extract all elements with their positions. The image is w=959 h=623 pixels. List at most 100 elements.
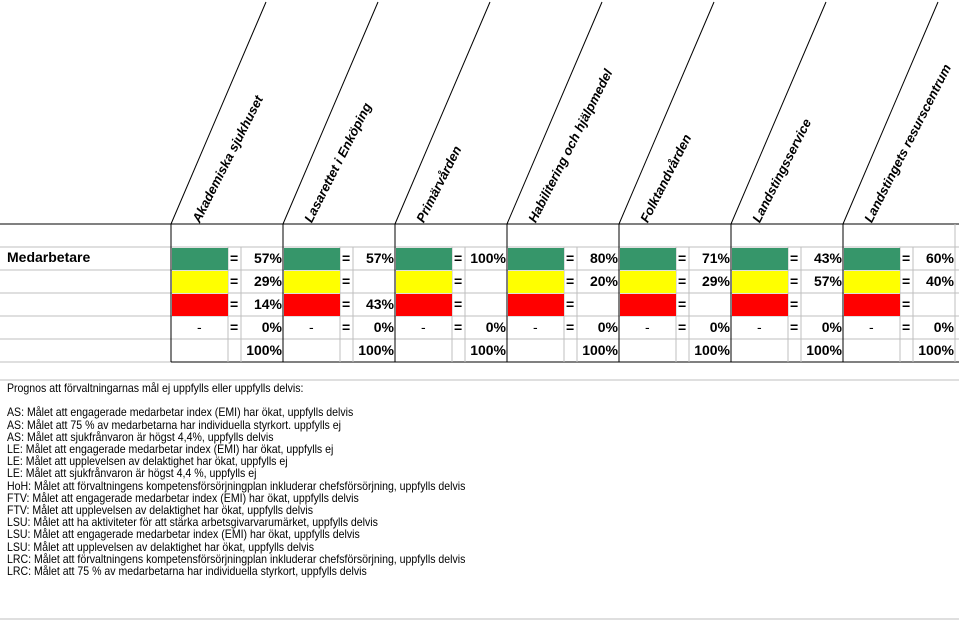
grid-line bbox=[730, 1, 827, 225]
equals-sign: = bbox=[454, 319, 463, 335]
total-value: 100% bbox=[582, 342, 618, 358]
percent-value-green: 57% bbox=[253, 250, 282, 266]
percent-value-green: 80% bbox=[589, 250, 618, 266]
status-cell-green bbox=[508, 248, 564, 270]
row-label-medarbetare: Medarbetare bbox=[7, 249, 91, 265]
status-cell-yellow bbox=[620, 271, 676, 293]
status-cell-red bbox=[620, 294, 676, 316]
percent-value-dash: 0% bbox=[597, 319, 618, 335]
note-line: FTV: Målet att upplevelsen av delaktighe… bbox=[7, 503, 314, 518]
grid-line bbox=[282, 1, 379, 225]
percent-value-yellow: 20% bbox=[589, 273, 618, 289]
equals-sign: = bbox=[678, 250, 687, 266]
equals-sign: = bbox=[790, 296, 799, 312]
note-line: AS: Målet att 75 % av medarbetarna har i… bbox=[7, 417, 341, 432]
equals-sign: = bbox=[902, 250, 911, 266]
status-cell-green bbox=[172, 248, 228, 270]
status-cell-yellow bbox=[732, 271, 788, 293]
equals-sign: = bbox=[902, 273, 911, 289]
note-line: LSU: Målet att ha aktiviteter för att st… bbox=[7, 515, 378, 530]
equals-sign: = bbox=[902, 319, 911, 335]
percent-value-yellow: 57% bbox=[813, 273, 842, 289]
note-line: FTV: Målet att engagerade medarbetar ind… bbox=[7, 490, 359, 505]
status-cell-yellow bbox=[396, 271, 452, 293]
equals-sign: = bbox=[566, 273, 575, 289]
equals-sign: = bbox=[790, 250, 799, 266]
equals-sign: = bbox=[342, 250, 351, 266]
percent-value-dash: 0% bbox=[821, 319, 842, 335]
equals-sign: = bbox=[342, 273, 351, 289]
note-line: HoH: Målet att förvaltningens kompetensf… bbox=[7, 478, 466, 493]
status-cell-red bbox=[732, 294, 788, 316]
status-cell-green bbox=[284, 248, 340, 270]
percent-value-dash: 0% bbox=[709, 319, 730, 335]
status-cell-yellow bbox=[284, 271, 340, 293]
status-cell-yellow bbox=[172, 271, 228, 293]
grid-line bbox=[506, 1, 603, 225]
status-cell-green bbox=[844, 248, 900, 270]
equals-sign: = bbox=[678, 319, 687, 335]
note-line: LSU: Målet att engagerade medarbetar ind… bbox=[7, 527, 360, 542]
percent-value-yellow: 40% bbox=[925, 273, 954, 289]
percent-value-green: 57% bbox=[365, 250, 394, 266]
status-cell-yellow bbox=[508, 271, 564, 293]
notes-block: Prognos att förvaltningarnas mål ej uppf… bbox=[7, 382, 528, 577]
equals-sign: = bbox=[790, 319, 799, 335]
total-value: 100% bbox=[806, 342, 842, 358]
equals-sign: = bbox=[454, 250, 463, 266]
equals-sign: = bbox=[790, 273, 799, 289]
equals-sign: = bbox=[230, 250, 239, 266]
equals-sign: = bbox=[454, 273, 463, 289]
grid-line bbox=[842, 1, 939, 225]
percent-value-yellow: 29% bbox=[701, 273, 730, 289]
dash-symbol: - bbox=[533, 319, 538, 335]
equals-sign: = bbox=[342, 296, 351, 312]
status-cell-red bbox=[508, 294, 564, 316]
dash-symbol: - bbox=[197, 319, 202, 335]
total-value: 100% bbox=[246, 342, 282, 358]
dash-symbol: - bbox=[421, 319, 426, 335]
equals-sign: = bbox=[678, 296, 687, 312]
percent-value-green: 60% bbox=[925, 250, 954, 266]
note-line: AS: Målet att engagerade medarbetar inde… bbox=[7, 405, 354, 420]
equals-sign: = bbox=[566, 319, 575, 335]
note-line: LE: Målet att upplevelsen av delaktighet… bbox=[7, 454, 288, 469]
notes-heading: Prognos att förvaltningarnas mål ej uppf… bbox=[7, 381, 304, 395]
equals-sign: = bbox=[566, 296, 575, 312]
grid-line bbox=[394, 1, 491, 225]
percent-value-dash: 0% bbox=[261, 319, 282, 335]
equals-sign: = bbox=[902, 296, 911, 312]
total-value: 100% bbox=[694, 342, 730, 358]
percent-value-dash: 0% bbox=[933, 319, 954, 335]
status-cell-red bbox=[284, 294, 340, 316]
dash-symbol: - bbox=[645, 319, 650, 335]
grid-line bbox=[170, 1, 267, 225]
note-line: LRC: Målet att 75 % av medarbetarna har … bbox=[7, 564, 367, 579]
dash-symbol: - bbox=[757, 319, 762, 335]
equals-sign: = bbox=[230, 319, 239, 335]
status-cell-green bbox=[396, 248, 452, 270]
equals-sign: = bbox=[678, 273, 687, 289]
equals-sign: = bbox=[342, 319, 351, 335]
status-cell-yellow bbox=[844, 271, 900, 293]
status-cell-red bbox=[172, 294, 228, 316]
equals-sign: = bbox=[230, 296, 239, 312]
equals-sign: = bbox=[566, 250, 575, 266]
status-cell-green bbox=[620, 248, 676, 270]
total-value: 100% bbox=[358, 342, 394, 358]
note-line: LE: Målet att engagerade medarbetar inde… bbox=[7, 442, 334, 457]
grid-line bbox=[618, 1, 715, 225]
percent-value-red: 43% bbox=[365, 296, 394, 312]
note-line: LE: Målet att sjukfrånvaron är högst 4,4… bbox=[7, 466, 257, 481]
note-line: LRC: Målet att förvaltningens kompetensf… bbox=[7, 551, 466, 566]
status-cell-green bbox=[732, 248, 788, 270]
percent-value-green: 100% bbox=[470, 250, 506, 266]
percent-value-dash: 0% bbox=[485, 319, 506, 335]
percent-value-dash: 0% bbox=[373, 319, 394, 335]
status-cell-red bbox=[844, 294, 900, 316]
status-cell-red bbox=[396, 294, 452, 316]
equals-sign: = bbox=[454, 296, 463, 312]
percent-value-yellow: 29% bbox=[253, 273, 282, 289]
note-line: LSU: Målet att upplevelsen av delaktighe… bbox=[7, 539, 315, 554]
